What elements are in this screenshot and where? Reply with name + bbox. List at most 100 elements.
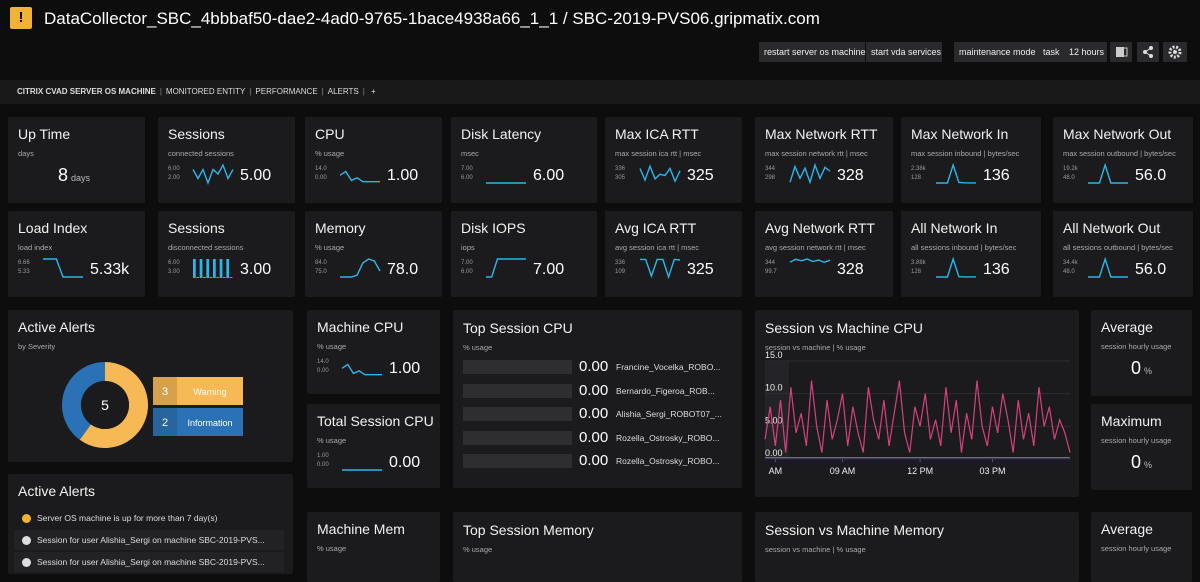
nav-bar [0,80,1200,104]
tile-title: Max Network Out [1063,126,1172,142]
alert-row[interactable]: Session for user Alishia_Sergi on machin… [14,552,284,572]
nav-link[interactable]: CITRIX CVAD SERVER OS MACHINE [17,87,156,96]
spark-max-label: 84.0 [315,260,327,266]
bar-track [463,407,572,421]
tile-subtitle: % usage [315,243,345,252]
tile-value: 1.00 [387,167,419,184]
separator: | [249,87,252,96]
tile-title: Max Network RTT [765,126,878,142]
tile-title: All Network Out [1063,220,1161,236]
separator: | [362,87,368,96]
spark-line [1088,163,1129,184]
session-name: Bernardo_Figeroa_ROB... [616,385,715,396]
spark-max-label: 14.0 [315,166,327,172]
donut-slice [62,362,105,440]
tile-subtitle: msec [461,149,479,158]
sparkline [640,258,681,279]
sparkline [342,469,382,471]
tile-value: 136 [983,167,1010,184]
nav-link[interactable]: MONITORED ENTITY [165,87,246,96]
tile-subtitle: max session ica rtt | msec [615,149,702,158]
tile-value: 0.00 [389,454,421,471]
sparkline [486,258,526,278]
settings-button[interactable] [1163,42,1187,62]
alert-icon [22,514,31,524]
toolbar-button[interactable]: maintenance mode [954,42,1038,62]
alert-icon [22,558,31,568]
spark-min-label: 3.00 [168,269,180,275]
metric-tile: Average session hourly usage [1091,512,1192,582]
spark-max-label: 2.38k [911,166,926,172]
spark-bar [213,259,216,278]
spark-line [789,258,831,263]
tile-value: 5.33k [90,261,130,278]
excel-button[interactable] [1110,42,1132,62]
donut-chart: 3 Warning 2 Information 5 [62,362,243,448]
tile-unit: % [1144,366,1153,376]
tile-value: 78.0 [387,261,419,278]
x-tick-label: 12 PM [907,466,933,476]
tile-value: 5.00 [240,167,272,184]
alerts-donut-panel: Active Alerts by Severity 3 Warning 2 Infor… [8,310,293,462]
spark-min-label: 305 [615,175,626,181]
panel-title: Top Session Memory [463,522,594,538]
metric-tile: Max Network In max session inbound | byte… [901,117,1041,203]
metric-tile: Average session hourly usage 0% [1091,310,1192,396]
metric-tile: Sessions connected sessions 6.00 2.00 5.00 [158,117,295,203]
bar-track [463,360,572,374]
tile-title: Maximum [1101,413,1162,429]
breadcrumb: CITRIX CVAD SERVER OS MACHINE | MONITORED … [17,87,376,96]
spark-max-label: 344 [765,260,776,266]
spark-max-label: 336 [615,260,626,266]
bar-track [463,383,572,398]
metric-tile: Load Index load index 6.66 5.33 5.33k [8,211,145,297]
spark-line [486,258,526,278]
spark-min-label: 2.00 [168,175,180,181]
tile-subtitle: days [18,149,34,158]
tile-title: Up Time [18,126,71,142]
sparkline [43,258,83,278]
spark-line [639,164,681,184]
panel-subtitle: session vs machine | % usage [765,343,866,352]
spark-max-label: 19.2k [1063,166,1078,172]
legend-count-box [153,377,177,405]
spark-max-label: 336 [615,166,626,172]
spark-max-label: 7.00 [461,166,473,172]
x-tick-label: 09 AM [830,466,856,476]
donut-total: 5 [101,397,109,413]
metric-tile: Avg Network RTT avg session network rtt |… [755,211,893,297]
tile-value: 325 [687,167,714,184]
spark-min-label: 0.00 [317,462,329,468]
metric-tile: All Network Out all sessions outbound | b… [1053,211,1193,297]
toolbar-button[interactable]: start vda services [866,42,942,62]
alert-icon [22,536,31,546]
toolbar-button[interactable]: restart server os machine [759,42,866,62]
tile-title: Machine CPU [317,319,404,335]
panel-title: Top Session CPU [463,320,573,336]
tile-title: Total Session CPU [317,413,434,429]
spark-max-label: 6.66 [18,260,30,266]
spark-line [340,258,381,278]
tile-title: Max Network In [911,126,1009,142]
nav-link[interactable]: + [371,87,376,96]
spark-bar [216,277,220,278]
nav-link[interactable]: PERFORMANCE [255,87,318,96]
tile-subtitle: disconnected sessions [168,243,244,252]
spark-min-label: 128 [911,175,922,181]
tile-value-wrap: 0% [1091,452,1192,473]
tile-value: 56.0 [1135,261,1167,278]
spark-max-label: 344 [765,166,776,172]
tile-value: 325 [687,261,714,278]
share-button[interactable] [1137,42,1159,62]
metric-tile: Disk Latency msec 7.00 6.00 6.00 [451,117,597,203]
nav-link[interactable]: ALERTS [327,87,359,96]
alerts-list-panel: Active Alerts Server OS machine is up fo… [8,474,293,574]
sparkline [486,182,526,184]
spark-line [640,258,681,279]
spark-bar [203,277,206,278]
toolbar-button[interactable]: 12 hours [1064,42,1107,62]
alert-row[interactable]: Session for user Alishia_Sergi on machin… [14,530,284,550]
alert-row[interactable]: Server OS machine is up for more than 7 … [14,508,284,528]
toolbar-button[interactable]: task [1038,42,1064,62]
tile-value: 6.00 [533,167,565,184]
